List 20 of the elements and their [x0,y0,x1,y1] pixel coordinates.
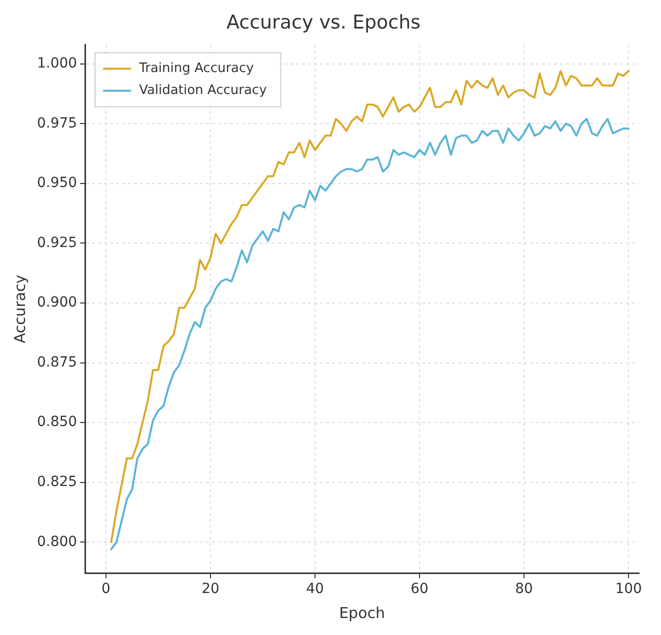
x-tick-label: 80 [515,581,533,598]
y-tick-label: 0.950 [36,175,78,192]
x-tick-label: 20 [202,581,220,598]
x-tick-label: 40 [306,581,324,598]
x-tick-label: 60 [410,581,428,598]
y-tick-label: 0.900 [36,294,78,311]
y-tick-label: 0.800 [36,534,78,550]
y-tick-label: 0.925 [36,234,78,251]
x-tick-label: 0 [102,581,110,598]
y-tick-label: 0.850 [36,414,78,430]
x-tick-label: 100 [615,581,642,598]
legend-label: Validation Accuracy [139,83,268,98]
y-axis-title: Accuracy [10,274,29,344]
legend-label: Training Accuracy [138,61,254,76]
y-tick-label: 0.875 [36,354,78,370]
y-tick-label: 0.825 [36,474,78,490]
chart-title: Accuracy vs. Epochs [226,11,421,34]
y-tick-label: 1.000 [36,56,78,72]
x-axis-title: Epoch [339,604,386,622]
y-tick-label: 0.975 [36,115,78,132]
